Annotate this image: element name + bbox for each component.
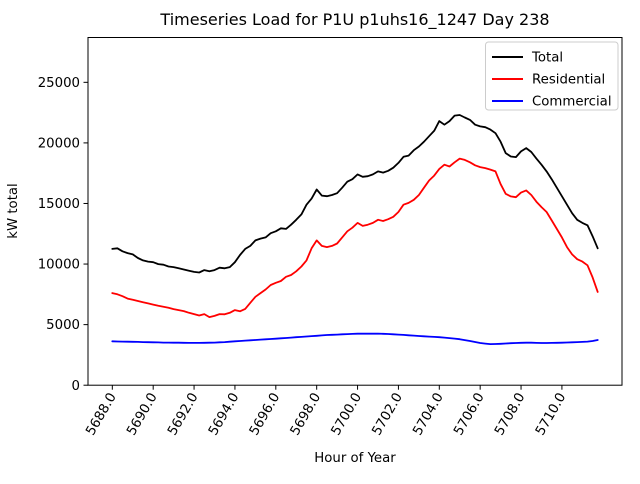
- x-tick-label: 5692.0: [165, 391, 201, 439]
- legend-box: [485, 41, 619, 111]
- residential-line: [111, 157, 599, 319]
- x-axis-label: Hour of Year: [314, 451, 396, 466]
- x-tick-label: 5706.0: [451, 391, 487, 439]
- plot-area-border: [87, 37, 623, 386]
- legend-label: Residential: [532, 73, 605, 88]
- commercial-line: [111, 332, 599, 346]
- y-tick-label: 0: [72, 379, 80, 394]
- x-tick-label: 5710.0: [533, 391, 569, 439]
- x-tick-label: 5690.0: [124, 391, 160, 439]
- y-tick-label: 15000: [38, 197, 80, 212]
- x-tick-label: 5688.0: [84, 391, 120, 439]
- x-tick-label: 5704.0: [411, 391, 447, 439]
- y-tick-label: 25000: [38, 76, 80, 91]
- y-tick-label: 10000: [38, 258, 80, 273]
- x-tick-label: 5708.0: [492, 391, 528, 439]
- legend: Total Residential Commercial: [485, 41, 619, 111]
- legend-item-residential: Residential: [492, 73, 605, 88]
- y-axis-label: kW total: [6, 183, 21, 238]
- data-series: [111, 114, 599, 346]
- legend-label: Commercial: [532, 95, 612, 110]
- x-tick-label: 5702.0: [370, 391, 406, 439]
- x-tick-label: 5700.0: [329, 391, 365, 439]
- y-tick-label: 20000: [38, 137, 80, 152]
- x-tick-label: 5694.0: [206, 391, 242, 439]
- legend-item-commercial: Commercial: [492, 95, 612, 110]
- x-tick-label: 5696.0: [247, 391, 283, 439]
- chart-title: Timeseries Load for P1U p1uhs16_1247 Day…: [159, 10, 549, 30]
- total-line: [111, 114, 599, 274]
- legend-label: Total: [531, 51, 563, 66]
- y-tick-label: 5000: [46, 318, 80, 333]
- legend-item-total: Total: [492, 51, 563, 66]
- x-tick-label: 5698.0: [288, 391, 324, 439]
